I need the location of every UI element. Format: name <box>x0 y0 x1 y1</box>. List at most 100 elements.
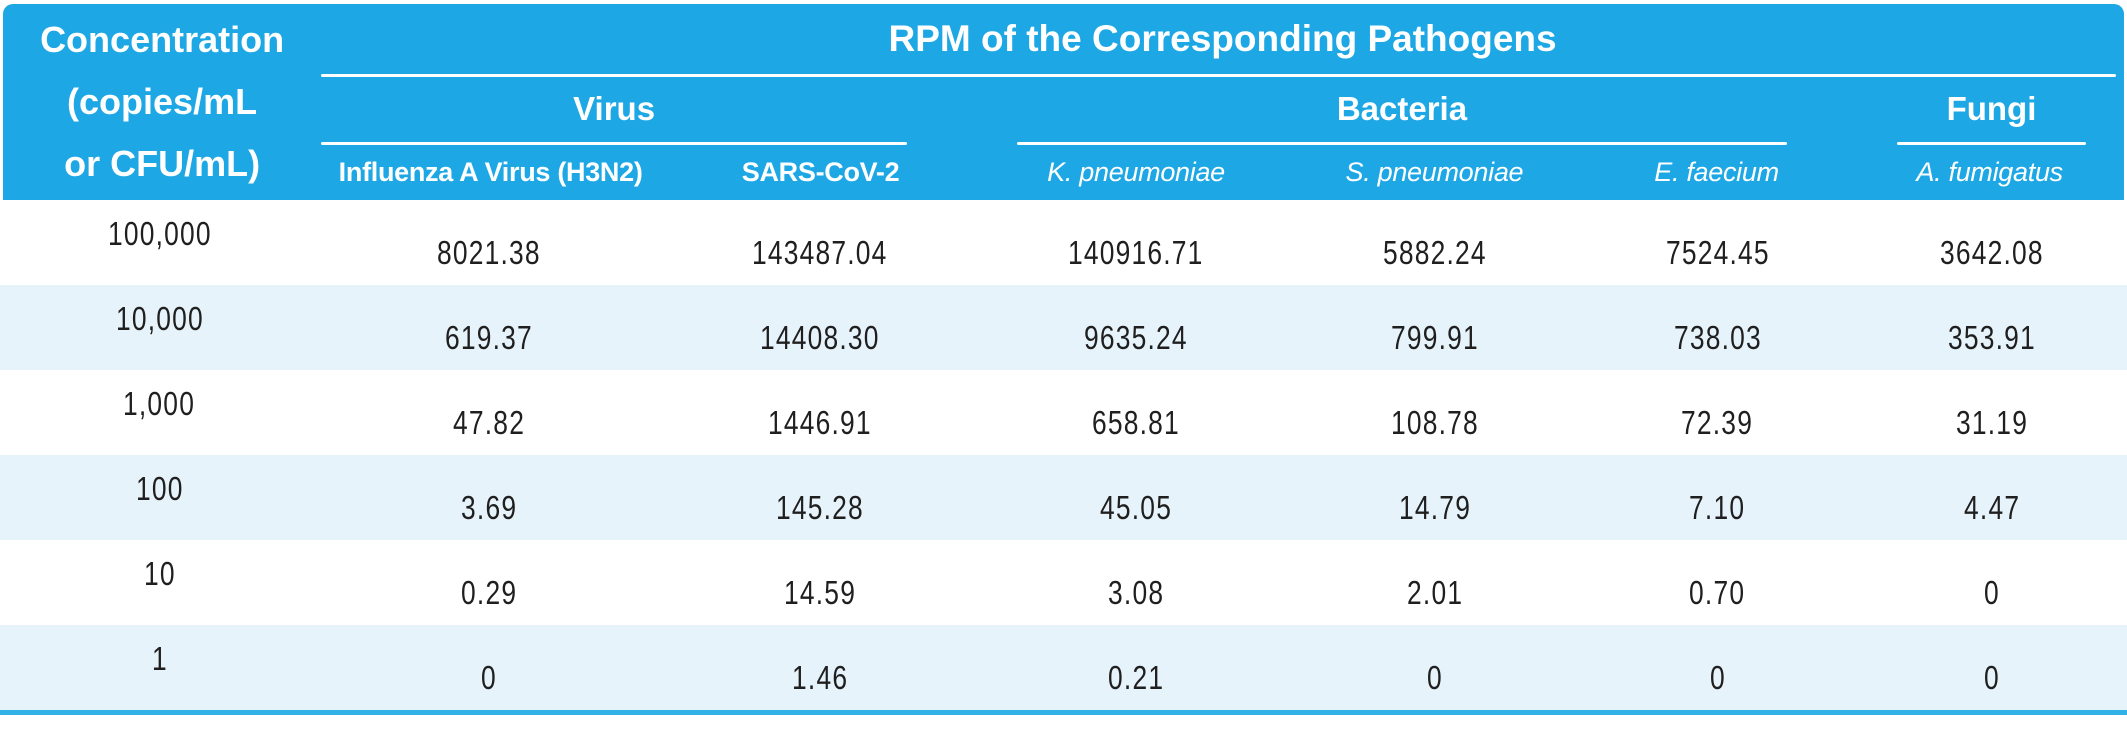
rpm-value-cell: 0.21 <box>981 625 1292 710</box>
rpm-value-cell: 8021.38 <box>319 200 659 285</box>
rpm-value: 14.59 <box>783 573 856 611</box>
column-header-4: S. pneumoniae <box>1345 157 1524 187</box>
rpm-value: 143487.04 <box>752 233 888 271</box>
rpm-value: 31.19 <box>1955 403 2028 441</box>
rpm-value: 140916.71 <box>1067 233 1204 271</box>
concentration-value: 10,000 <box>115 299 204 337</box>
rpm-value: 1.46 <box>791 658 849 696</box>
rpm-value: 0 <box>481 658 498 696</box>
rpm-value-cell: 1446.91 <box>659 370 980 455</box>
rpm-value: 0.21 <box>1107 658 1164 696</box>
column-header-6: A. fumigatus <box>1916 157 2063 187</box>
table-row: 10,000 619.37 14408.30 9635.24 799.91 738.03 3… <box>0 285 2127 370</box>
rpm-value-cell: 7.10 <box>1578 455 1857 540</box>
rpm-value-cell: 143487.04 <box>659 200 980 285</box>
rpm-value: 145.28 <box>775 488 864 526</box>
rpm-value-cell: 738.03 <box>1578 285 1857 370</box>
table-row: 10 0.29 14.59 3.08 2.01 0.70 0 <box>0 540 2127 625</box>
rpm-value: 2.01 <box>1406 573 1463 611</box>
rpm-value: 72.39 <box>1681 403 1754 441</box>
rpm-value-cell: 0 <box>1578 625 1857 710</box>
bacteria-group-underline <box>1017 142 1787 145</box>
table-header: Concentration (copies/mL or CFU/mL) RPM … <box>3 4 2124 200</box>
concentration-value: 1,000 <box>123 384 196 422</box>
rpm-value-cell: 14408.30 <box>659 285 980 370</box>
rpm-value-cell: 140916.71 <box>981 200 1292 285</box>
rpm-value: 3642.08 <box>1939 233 2044 271</box>
concentration-cell: 1 <box>0 625 319 710</box>
concentration-cell: 10,000 <box>0 285 319 370</box>
species-header-row: Influenza A Virus (H3N2) SARS-CoV-2 K. pne… <box>321 145 2124 200</box>
virus-group-underline <box>321 142 908 145</box>
rpm-value: 353.91 <box>1947 318 2036 356</box>
rpm-value-cell: 45.05 <box>981 455 1292 540</box>
table-row: 100 3.69 145.28 45.05 14.79 7.10 4.47 <box>0 455 2127 540</box>
table-bottom-rule <box>0 710 2127 715</box>
rpm-value: 7.10 <box>1689 488 1746 526</box>
group-header-bacteria: Bacteria <box>1336 90 1468 127</box>
rpm-value: 0.70 <box>1689 573 1746 611</box>
rpm-value-cell: 0.29 <box>319 540 659 625</box>
concentration-cell: 1,000 <box>0 370 319 455</box>
column-header-5: E. faecium <box>1654 157 1779 187</box>
column-header-2: SARS-CoV-2 <box>741 157 900 187</box>
rpm-value: 619.37 <box>445 318 534 356</box>
rpm-value-cell: 0 <box>1857 540 2127 625</box>
rpm-value-cell: 9635.24 <box>981 285 1292 370</box>
title-underline <box>321 74 2116 77</box>
rpm-value: 7524.45 <box>1665 233 1770 271</box>
concentration-cell: 10 <box>0 540 319 625</box>
group-header-virus: Virus <box>573 90 656 127</box>
rpm-value: 45.05 <box>1099 488 1172 526</box>
rpm-value: 14408.30 <box>760 318 880 356</box>
rpm-value: 9635.24 <box>1083 318 1188 356</box>
concentration-value: 10 <box>143 554 176 592</box>
rpm-value-cell: 658.81 <box>981 370 1292 455</box>
rpm-value-cell: 619.37 <box>319 285 659 370</box>
column-header-3: K. pneumoniae <box>1047 157 1225 187</box>
rpm-value: 0 <box>1983 658 2000 696</box>
rpm-value: 47.82 <box>453 403 526 441</box>
fungi-group-underline <box>1896 142 2087 145</box>
rpm-value: 3.08 <box>1107 573 1164 611</box>
rpm-value-cell: 72.39 <box>1578 370 1857 455</box>
rpm-value-cell: 2.01 <box>1291 540 1578 625</box>
group-header-fungi: Fungi <box>1946 90 2037 127</box>
rpm-value: 658.81 <box>1091 403 1180 441</box>
concentration-value: 100 <box>135 469 184 507</box>
rpm-value-cell: 0 <box>1857 625 2127 710</box>
rpm-value: 3.69 <box>461 488 518 526</box>
rpm-value-cell: 0 <box>1291 625 1578 710</box>
concentration-cell: 100 <box>0 455 319 540</box>
rpm-value-cell: 31.19 <box>1857 370 2127 455</box>
rpm-value: 799.91 <box>1390 318 1479 356</box>
rpm-value-cell: 145.28 <box>659 455 980 540</box>
concentration-cell: 100,000 <box>0 200 319 285</box>
rpm-value-cell: 5882.24 <box>1291 200 1578 285</box>
rpm-value: 0.29 <box>461 573 518 611</box>
rpm-value-cell: 353.91 <box>1857 285 2127 370</box>
rpm-value: 4.47 <box>1963 488 2020 526</box>
rpm-value-cell: 3.69 <box>319 455 659 540</box>
rpm-value: 1446.91 <box>768 403 872 441</box>
table-title: RPM of the Corresponding Pathogens <box>888 18 1557 59</box>
rpm-value: 738.03 <box>1673 318 1762 356</box>
rpm-value-cell: 0 <box>319 625 659 710</box>
rpm-value: 108.78 <box>1390 403 1479 441</box>
concentration-header-line-1: Concentration <box>40 19 285 60</box>
rpm-value-cell: 3642.08 <box>1857 200 2127 285</box>
rpm-value-cell: 1.46 <box>659 625 980 710</box>
concentration-value: 100,000 <box>107 214 212 252</box>
table-row: 1,000 47.82 1446.91 658.81 108.78 72.39 31.19 <box>0 370 2127 455</box>
rpm-value-cell: 7524.45 <box>1578 200 1857 285</box>
rpm-value-cell: 799.91 <box>1291 285 1578 370</box>
column-header-1: Influenza A Virus (H3N2) <box>338 157 643 187</box>
rpm-value: 5882.24 <box>1382 233 1487 271</box>
rpm-value-cell: 4.47 <box>1857 455 2127 540</box>
rpm-value: 0 <box>1709 658 1726 696</box>
rpm-value-cell: 14.79 <box>1291 455 1578 540</box>
table-body: 100,000 8021.38 143487.04 140916.71 5882.24 7… <box>0 200 2127 710</box>
concentration-column-header: Concentration (copies/mL or CFU/mL) <box>3 4 321 200</box>
concentration-value: 1 <box>151 639 168 677</box>
